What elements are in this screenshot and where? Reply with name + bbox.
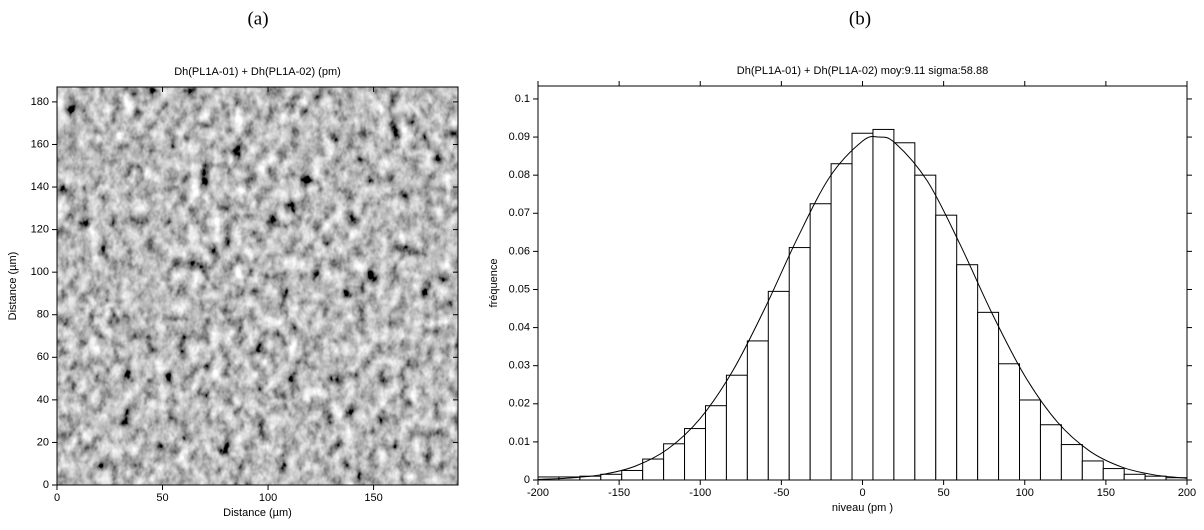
x-tick-label: 50: [938, 487, 950, 499]
bar: [872, 128, 895, 481]
plot-frame: [56, 86, 459, 486]
bar: [1019, 399, 1041, 481]
bar: [851, 132, 874, 481]
y-tick-label: 20: [37, 436, 49, 448]
x-tick-label: -150: [608, 487, 630, 499]
bar: [830, 163, 853, 481]
y-axis-label: Distance (µm): [7, 252, 19, 321]
bar: [684, 428, 706, 481]
bar: [998, 363, 1021, 481]
y-tick-label: 0.07: [509, 207, 530, 219]
y-tick-label: 0.06: [509, 245, 530, 257]
y-tick-label: 0: [43, 479, 49, 491]
y-tick-label: 180: [31, 96, 49, 108]
bar: [1081, 460, 1104, 481]
y-tick-label: 0.01: [509, 436, 530, 448]
x-tick-label: 0: [859, 487, 865, 499]
x-tick-label: 150: [364, 492, 382, 504]
bar: [956, 264, 979, 481]
x-tick-label: 150: [1097, 487, 1115, 499]
y-axis-label: fréquence: [488, 259, 500, 308]
bar: [977, 311, 1000, 481]
y-tick-label: 0.1: [515, 93, 530, 105]
panel-label: (a): [247, 8, 268, 29]
bar: [725, 374, 748, 481]
bar: [788, 247, 811, 481]
bar: [1102, 468, 1125, 481]
y-tick-label: 60: [37, 351, 49, 363]
y-tick-label: 160: [31, 138, 49, 150]
bar: [600, 473, 623, 481]
bar: [1039, 424, 1062, 481]
bar: [767, 290, 790, 481]
chart-title: Dh(PL1A-01) + Dh(PL1A-02) moy:9.11 sigma…: [737, 65, 988, 77]
y-tick-label: 100: [31, 266, 49, 278]
y-tick-label: 0.04: [509, 321, 530, 333]
x-tick-label: -50: [773, 487, 789, 499]
chart-title: Dh(PL1A-01) + Dh(PL1A-02) (pm): [174, 66, 341, 78]
y-tick-label: 40: [37, 394, 49, 406]
panel-label: (b): [849, 8, 871, 29]
y-tick-label: 0.05: [509, 283, 530, 295]
y-tick-label: 140: [31, 181, 49, 193]
y-tick-label: 80: [37, 309, 49, 321]
x-tick-label: -100: [689, 487, 711, 499]
y-tick-label: 120: [31, 224, 49, 236]
x-tick-label: -200: [527, 487, 549, 499]
y-tick-label: 0.02: [509, 398, 530, 410]
y-tick-label: 0.08: [509, 169, 530, 181]
x-axis-label: Distance (µm): [223, 507, 292, 519]
x-tick-label: 0: [54, 492, 60, 504]
bar: [621, 469, 644, 481]
bar: [1060, 444, 1083, 481]
y-tick-label: 0.03: [509, 360, 530, 372]
x-tick-label: 200: [1178, 487, 1196, 499]
y-tick-label: 0: [524, 474, 530, 486]
bar: [704, 405, 727, 481]
height-map: [57, 87, 458, 485]
bar: [1144, 475, 1167, 481]
bar: [746, 340, 769, 481]
bar: [809, 203, 832, 481]
y-tick-label: 0.09: [509, 131, 530, 143]
fit-curve: [537, 135, 1188, 480]
x-tick-label: 100: [259, 492, 277, 504]
x-axis-label: niveau (pm ): [832, 502, 893, 514]
bar: [914, 174, 937, 481]
bar: [1123, 473, 1146, 481]
x-tick-label: 100: [1016, 487, 1034, 499]
bar: [935, 214, 958, 481]
x-tick-label: 50: [156, 492, 168, 504]
bar: [893, 142, 916, 481]
